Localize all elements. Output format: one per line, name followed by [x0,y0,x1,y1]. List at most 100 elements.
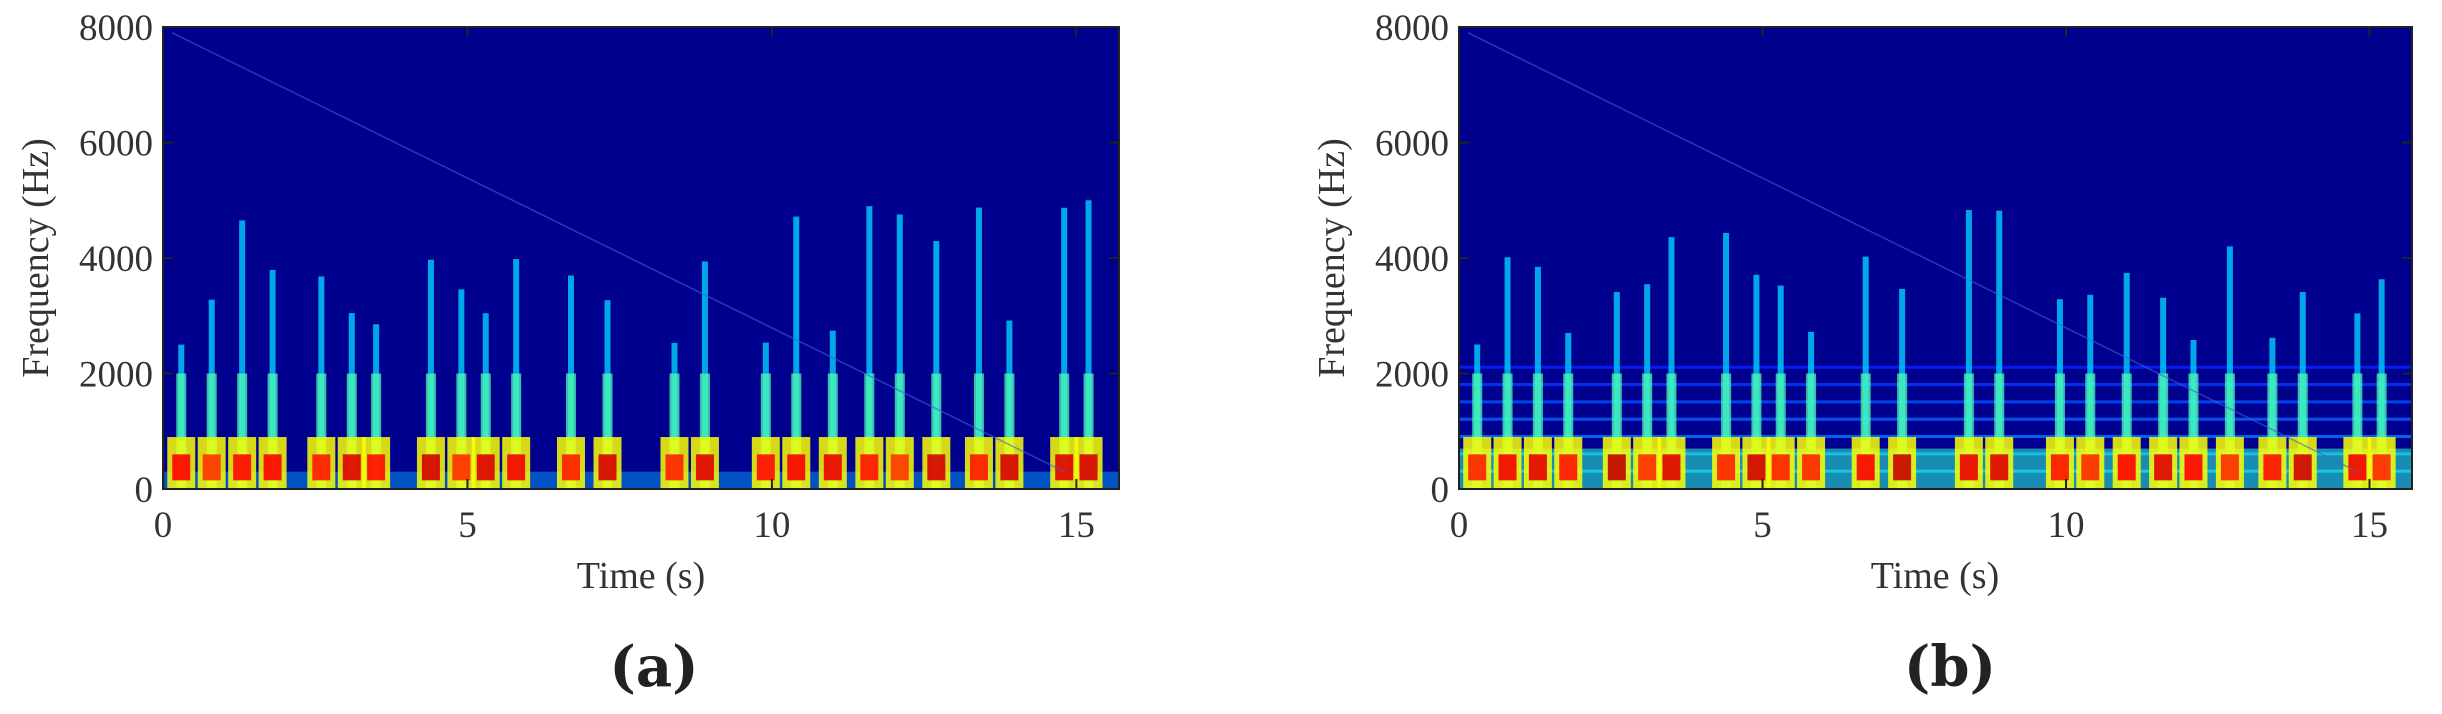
formant-body [1994,373,2005,489]
formant-body [2352,373,2363,489]
formant-body [237,373,248,489]
formant-streak [1504,257,1511,489]
y-tick-label: 0 [1431,470,1450,511]
energy-peak [2117,454,2136,481]
formant-body [1806,373,1817,489]
formant-body [316,373,327,489]
formant-body [2267,373,2278,489]
formant-body [1083,373,1094,489]
formant-streak [239,220,246,489]
y-tick-label: 4000 [1375,239,1449,280]
formant-streak [1723,232,1730,489]
y-axis-title: Frequency (Hz) [1311,138,1353,378]
energy-peak [2050,454,2069,481]
formant-streak [793,216,800,489]
energy-peak [172,454,191,481]
y-tick-label: 8000 [1375,8,1449,49]
energy-peak [452,454,471,481]
y-tick-label: 6000 [79,124,153,165]
energy-peak [860,454,879,481]
energy-peak [1000,454,1019,481]
energy-peak [1959,454,1978,481]
formant-body [864,373,875,489]
formant-body [565,373,576,489]
formant-body [2054,373,2065,489]
harmonic-band [1459,435,2412,439]
energy-peak [1055,454,1074,481]
y-axis-title: Frequency (Hz) [15,138,57,378]
formant-body [176,373,187,489]
panel-label-b: (b) [1904,634,1996,700]
y-tick-label: 8000 [79,8,153,49]
x-axis-title: Time (s) [1871,555,1999,597]
energy-peak [2184,454,2203,481]
formant-body [1751,373,1762,489]
energy-peak [2348,454,2367,481]
energy-peak [927,454,946,481]
energy-peak [263,454,282,481]
energy-peak [233,454,252,481]
x-tick-label: 15 [2351,505,2388,546]
energy-peak [695,454,714,481]
formant-body [2224,373,2235,489]
formant-body [1860,373,1871,489]
x-tick-label: 5 [1753,505,1772,546]
energy-peak [1528,454,1547,481]
harmonic-band [1459,417,2412,421]
formant-body [1721,373,1732,489]
formant-body [894,373,905,489]
formant-body [1059,373,1070,489]
energy-peak [202,454,221,481]
energy-peak [2372,454,2391,481]
energy-peak [2154,454,2173,481]
energy-peak [823,454,842,481]
formant-body [2376,373,2387,489]
energy-peak [312,454,331,481]
energy-peak [1607,454,1626,481]
energy-peak [1802,454,1821,481]
x-axis: 0 5 10 15 [1450,27,2388,546]
panel-label-a: (a) [609,634,698,700]
formant-body [1502,373,1513,489]
energy-peak [2293,454,2312,481]
energy-peak [342,454,361,481]
x-tick-label: 0 [154,505,173,546]
formant-streak [933,241,940,489]
y-axis: 0 2000 4000 6000 8000 [1375,8,2412,511]
formant-streak [1668,237,1675,489]
energy-peak [890,454,909,481]
formant-streak [1965,210,1972,489]
formant-body [973,373,984,489]
formant-body [699,373,710,489]
formant-body [2085,373,2096,489]
formant-streak [2226,246,2233,489]
formant-body [456,373,467,489]
formant-streak [896,214,903,489]
energy-peak [1468,454,1487,481]
energy-peak [1717,454,1736,481]
formant-body [371,373,382,489]
spectrogram-panel-b: 0 2000 4000 6000 8000 0 5 10 15 Time (s) Freque… [1311,8,2413,700]
formant-body [1642,373,1653,489]
spectrogram-marks [1459,32,2412,489]
energy-peak [367,454,386,481]
formant-body [346,373,357,489]
x-axis-title: Time (s) [577,555,705,597]
formant-body [1897,373,1908,489]
energy-peak [1498,454,1517,481]
energy-peak [598,454,617,481]
energy-peak [756,454,775,481]
energy-peak [476,454,495,481]
energy-peak [421,454,440,481]
formant-streak [975,207,982,489]
y-tick-label: 2000 [79,355,153,396]
formant-body [2188,373,2199,489]
formant-body [827,373,838,489]
formant-body [1963,373,1974,489]
formant-body [791,373,802,489]
y-tick-label: 0 [135,470,154,511]
y-tick-label: 6000 [1375,124,1449,165]
energy-peak [1662,454,1681,481]
energy-peak [1559,454,1578,481]
